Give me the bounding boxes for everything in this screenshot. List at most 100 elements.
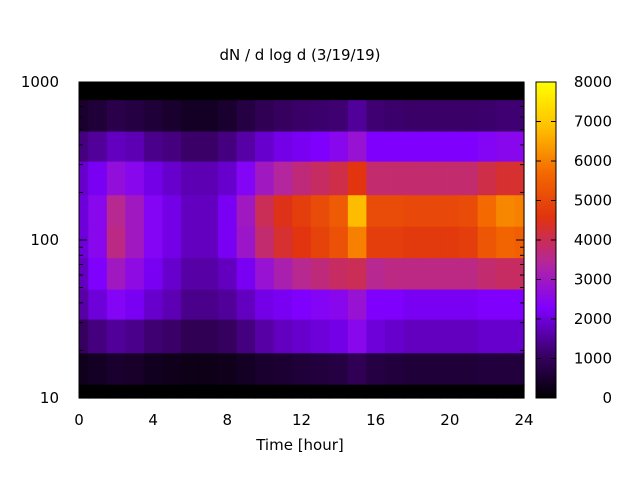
heatmap-cell bbox=[218, 352, 238, 385]
heatmap-cell bbox=[422, 257, 442, 290]
heatmap-cell bbox=[310, 257, 330, 290]
heatmap-cell bbox=[79, 82, 89, 101]
heatmap-cell bbox=[347, 257, 367, 290]
heatmap-cell bbox=[347, 226, 367, 259]
heatmap-cell bbox=[125, 257, 145, 290]
heatmap-cell bbox=[106, 352, 126, 385]
heatmap-cell bbox=[403, 161, 423, 196]
heatmap-cell bbox=[366, 99, 386, 132]
heatmap-cell bbox=[440, 288, 460, 320]
heatmap-cell bbox=[143, 161, 164, 196]
heatmap-cell bbox=[292, 226, 312, 259]
heatmap-cell bbox=[477, 352, 497, 385]
heatmap-cell bbox=[403, 319, 423, 354]
heatmap-cell bbox=[366, 161, 386, 196]
heatmap-cell bbox=[106, 161, 126, 196]
heatmap-cell bbox=[310, 319, 330, 354]
heatmap-cell bbox=[366, 82, 386, 101]
heatmap-cell bbox=[477, 161, 497, 196]
heatmap-cell bbox=[88, 161, 108, 196]
heatmap-cell bbox=[477, 288, 497, 320]
heatmap-cell bbox=[236, 130, 256, 162]
heatmap-cell bbox=[496, 384, 516, 399]
heatmap-cell bbox=[88, 99, 108, 132]
heatmap-cell bbox=[514, 288, 525, 320]
heatmap-cell bbox=[236, 226, 256, 259]
heatmap-cell bbox=[79, 194, 89, 227]
heatmap-cell bbox=[236, 319, 256, 354]
heatmap-cell bbox=[106, 194, 126, 227]
heatmap-cell bbox=[292, 99, 312, 132]
heatmap-cell bbox=[292, 352, 312, 385]
heatmap-cell bbox=[403, 99, 423, 132]
x-axis-label: Time [hour] bbox=[255, 436, 344, 454]
heatmap-cell bbox=[459, 82, 479, 101]
heatmap-cell bbox=[273, 288, 293, 320]
heatmap-cell bbox=[347, 288, 367, 320]
heatmap-cell bbox=[329, 82, 349, 101]
heatmap-cell bbox=[384, 99, 405, 132]
heatmap-cell bbox=[125, 384, 145, 399]
heatmap-cell bbox=[440, 161, 460, 196]
heatmap-cell bbox=[292, 257, 312, 290]
heatmap-cell bbox=[459, 352, 479, 385]
heatmap-cell bbox=[310, 194, 330, 227]
heatmap-cell bbox=[180, 352, 201, 385]
heatmap-cell bbox=[459, 384, 479, 399]
heatmap-cell bbox=[79, 352, 89, 385]
heatmap-cell bbox=[366, 384, 386, 399]
heatmap-cell bbox=[255, 288, 275, 320]
heatmap-cell bbox=[310, 226, 330, 259]
heatmap-cell bbox=[440, 82, 460, 101]
heatmap-cell bbox=[273, 161, 293, 196]
heatmap-cell bbox=[236, 82, 256, 101]
x-tick-label: 4 bbox=[148, 411, 158, 429]
heatmap-cell bbox=[255, 226, 275, 259]
heatmap-cell bbox=[496, 82, 516, 101]
heatmap-cell bbox=[106, 257, 126, 290]
heatmap-cell bbox=[422, 99, 442, 132]
heatmap-cell bbox=[292, 384, 312, 399]
heatmap-cell bbox=[366, 194, 386, 227]
heatmap-cell bbox=[79, 226, 89, 259]
heatmap-cell bbox=[514, 257, 525, 290]
heatmap-cell bbox=[477, 130, 497, 162]
heatmap-cell bbox=[255, 99, 275, 132]
heatmap-cell bbox=[422, 161, 442, 196]
heatmap-cell bbox=[143, 352, 164, 385]
heatmap-cell bbox=[329, 130, 349, 162]
heatmap-cell bbox=[88, 319, 108, 354]
heatmap-cell bbox=[162, 194, 182, 227]
heatmap-cell bbox=[106, 288, 126, 320]
heatmap-cell bbox=[199, 384, 219, 399]
heatmap-cell bbox=[310, 384, 330, 399]
heatmap-cell bbox=[459, 161, 479, 196]
heatmap-cell bbox=[79, 161, 89, 196]
heatmap-cell bbox=[329, 161, 349, 196]
heatmap-cell bbox=[329, 257, 349, 290]
heatmap-cell bbox=[143, 226, 164, 259]
heatmap-cell bbox=[366, 288, 386, 320]
heatmap-cell bbox=[422, 352, 442, 385]
heatmap-cell bbox=[384, 288, 405, 320]
heatmap-cell bbox=[422, 319, 442, 354]
heatmap-cell bbox=[162, 352, 182, 385]
heatmap-cell bbox=[255, 384, 275, 399]
heatmap-cell bbox=[310, 99, 330, 132]
heatmap-cell bbox=[477, 226, 497, 259]
heatmap-cell bbox=[514, 130, 525, 162]
x-axis: 0 4 8 12 16 20 24 bbox=[74, 82, 534, 429]
heatmap-cell bbox=[422, 226, 442, 259]
heatmap-cell bbox=[218, 82, 238, 101]
heatmap-cell bbox=[125, 288, 145, 320]
heatmap-cell bbox=[292, 194, 312, 227]
heatmap-cell bbox=[310, 82, 330, 101]
heatmap-cell bbox=[459, 257, 479, 290]
heatmap-cell bbox=[199, 226, 219, 259]
heatmap-cell bbox=[329, 288, 349, 320]
heatmap-cell bbox=[440, 352, 460, 385]
heatmap-cell bbox=[347, 352, 367, 385]
heatmap-cell bbox=[236, 257, 256, 290]
heatmap-cell bbox=[162, 226, 182, 259]
heatmap-cell bbox=[79, 99, 89, 132]
